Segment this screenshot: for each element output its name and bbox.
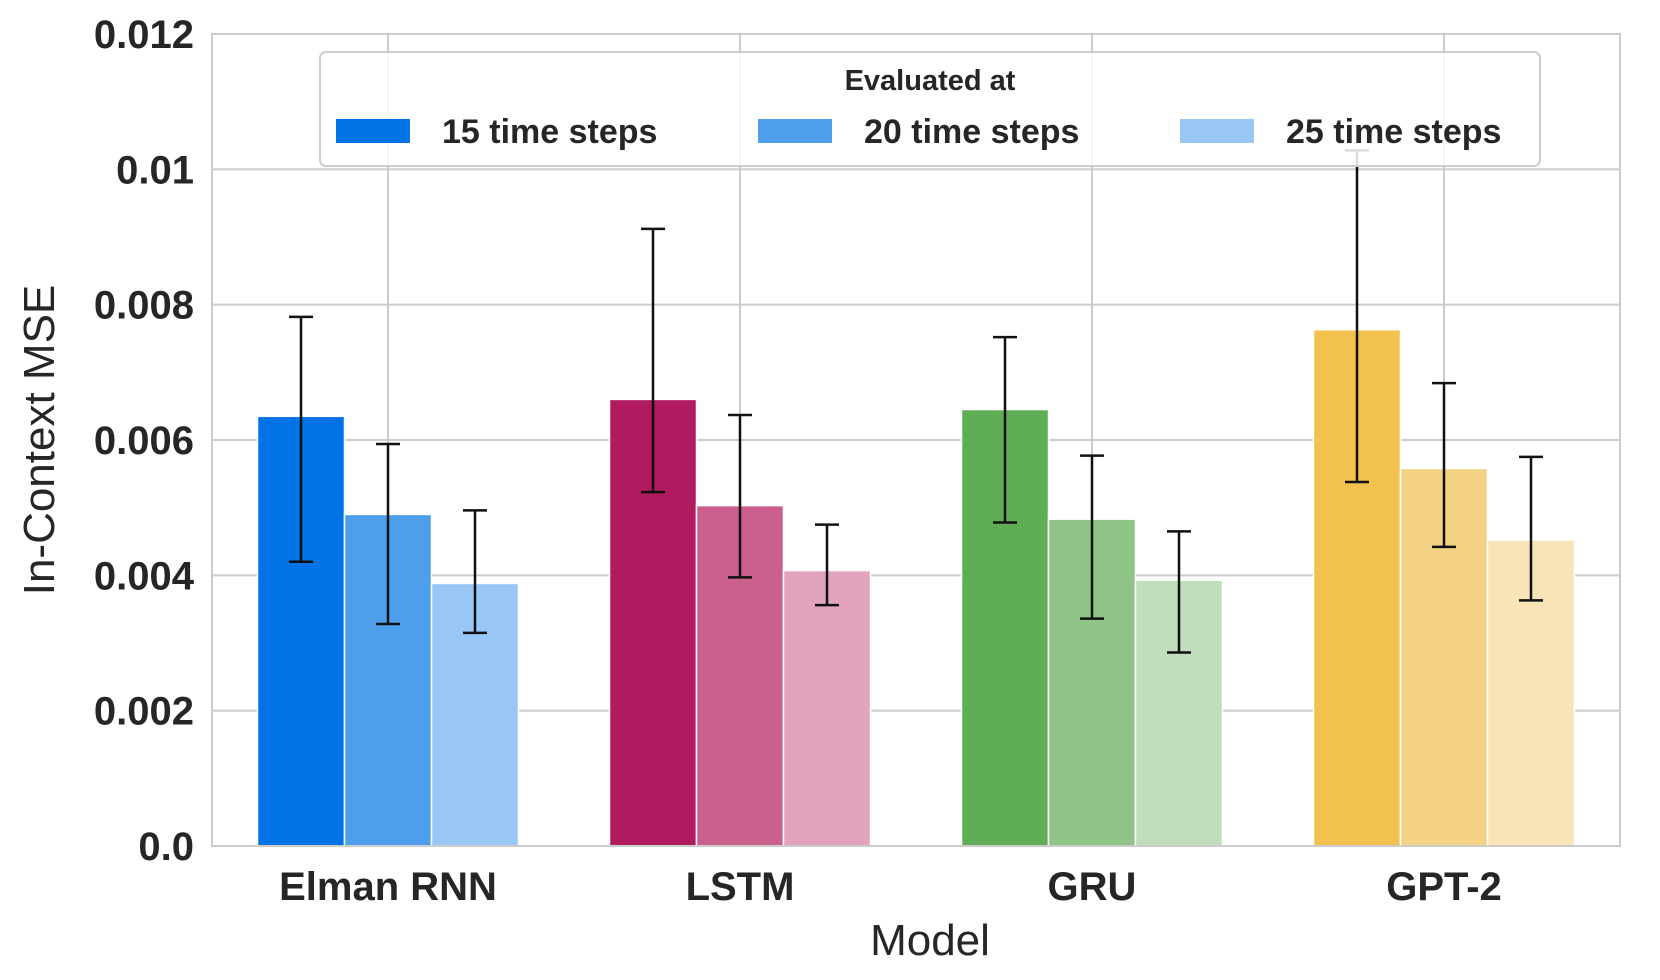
y-tick-label: 0.012 — [94, 13, 194, 57]
y-axis-label: In-Context MSE — [15, 285, 64, 596]
y-tick-label: 0.002 — [94, 690, 194, 734]
x-tick-label-lstm: LSTM — [686, 865, 795, 909]
x-tick-label-gpt-2: GPT-2 — [1386, 865, 1502, 909]
x-tick-labels: Elman RNN LSTM GRU GPT-2 — [279, 865, 1502, 909]
y-tick-label: 0.006 — [94, 419, 194, 463]
legend-label-20-steps: 20 time steps — [864, 113, 1079, 151]
bars — [256, 328, 1576, 847]
y-tick-label: 0.008 — [94, 284, 194, 328]
y-tick-label: 0.004 — [94, 554, 195, 598]
x-tick-label-gru: GRU — [1048, 865, 1137, 909]
bar-lstm-25-time-steps — [782, 569, 872, 847]
legend-swatch-15-steps — [336, 119, 410, 143]
plot-frame — [211, 33, 1621, 847]
x-tick-label-elman-rnn: Elman RNN — [279, 865, 497, 909]
y-tick-labels: 0.0 0.002 0.004 0.006 0.008 0.01 0.012 — [94, 13, 195, 869]
y-tick-label: 0.01 — [116, 148, 194, 192]
legend-title: Evaluated at — [845, 65, 1016, 97]
x-axis-label: Model — [870, 916, 990, 965]
legend-swatch-25-steps — [1180, 119, 1254, 143]
legend: Evaluated at 15 time steps 20 time steps… — [319, 51, 1541, 167]
legend-swatch-20-steps — [758, 119, 832, 143]
y-tick-label: 0.0 — [138, 825, 194, 869]
legend-label-15-steps: 15 time steps — [442, 113, 657, 151]
legend-label-25-steps: 25 time steps — [1286, 113, 1501, 151]
